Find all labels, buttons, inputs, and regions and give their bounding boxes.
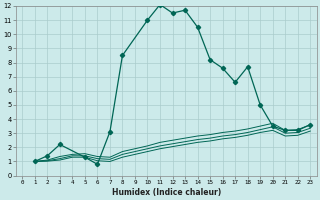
- X-axis label: Humidex (Indice chaleur): Humidex (Indice chaleur): [112, 188, 221, 197]
